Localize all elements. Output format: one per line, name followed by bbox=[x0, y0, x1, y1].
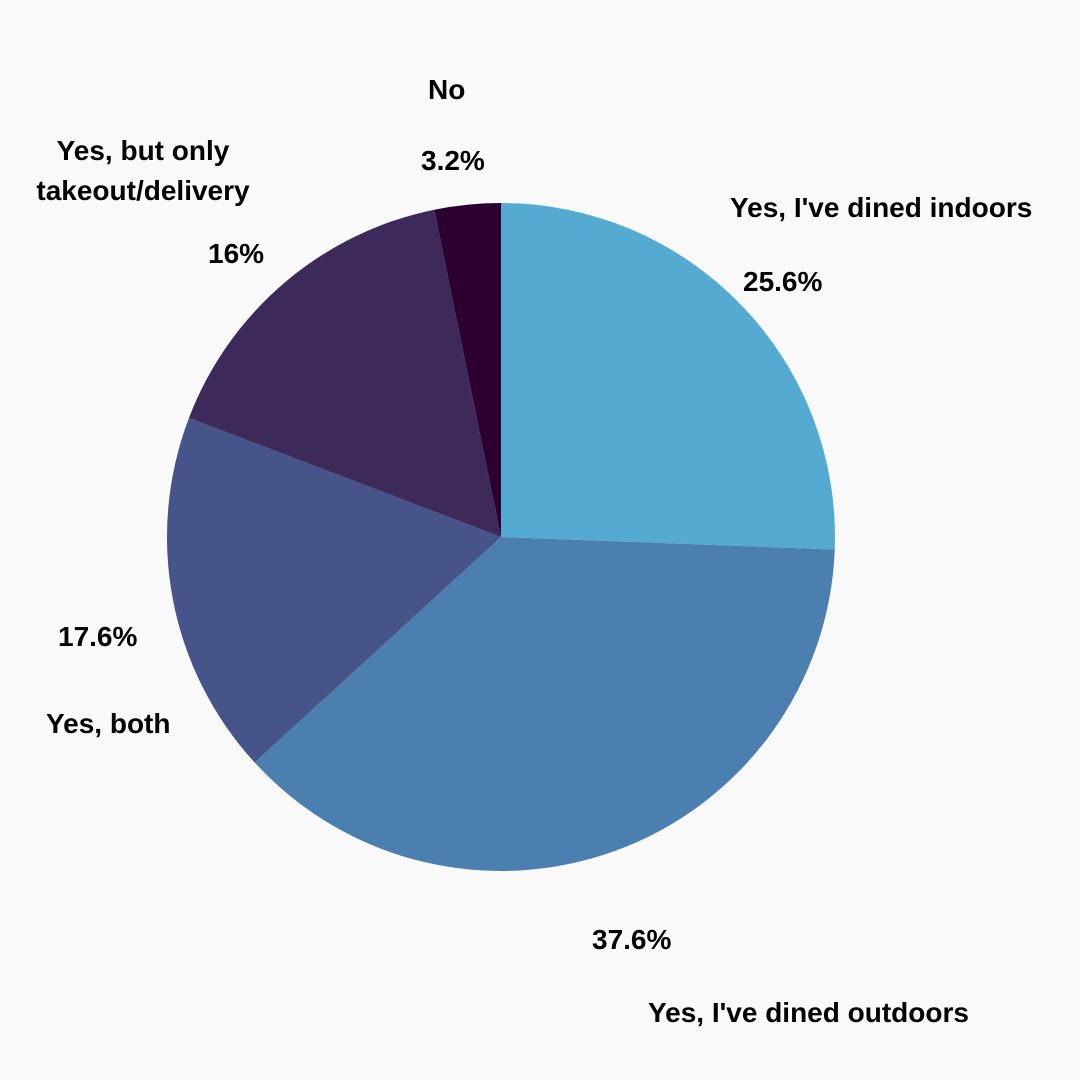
slice-label-both: Yes, both bbox=[46, 708, 171, 739]
pie-slice-takeout bbox=[188, 209, 501, 538]
slice-label-no: No bbox=[428, 74, 466, 105]
pie-slice-both bbox=[167, 417, 501, 763]
slice-label-outdoors: Yes, I've dined outdoors bbox=[648, 997, 969, 1028]
pie-slice-no bbox=[434, 203, 501, 537]
slice-value-no: 3.2% bbox=[421, 145, 485, 176]
slice-value-indoors: 25.6% bbox=[743, 266, 823, 297]
slice-value-both: 17.6% bbox=[58, 621, 138, 652]
pie-slice-outdoors bbox=[254, 537, 835, 872]
pie-slices bbox=[167, 203, 835, 872]
slice-label-takeout: Yes, but only takeout/delivery bbox=[36, 135, 250, 206]
slice-value-outdoors: 37.6% bbox=[592, 924, 672, 955]
slice-label-indoors: Yes, I've dined indoors bbox=[730, 192, 1033, 223]
pie-slice-indoors bbox=[501, 203, 835, 550]
slice-value-takeout: 16% bbox=[208, 238, 265, 269]
